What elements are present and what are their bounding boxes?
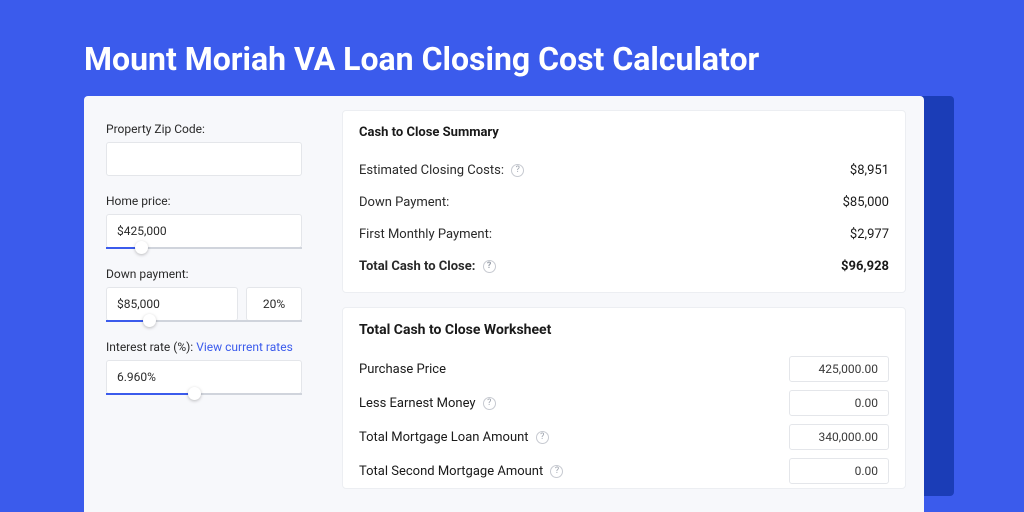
down-payment-value: $85,000: [117, 297, 160, 311]
home-price-slider-thumb[interactable]: [135, 241, 148, 254]
home-price-row: Home price: $425,000: [106, 194, 302, 249]
worksheet-line-value[interactable]: 340,000.00: [789, 424, 889, 450]
summary-line: First Monthly Payment: $2,977: [359, 218, 889, 250]
worksheet-heading: Total Cash to Close Worksheet: [359, 322, 889, 338]
summary-total-line: Total Cash to Close: ? $96,928: [359, 250, 889, 282]
rate-value: 6.960%: [117, 370, 156, 384]
rate-label-text: Interest rate (%):: [106, 340, 196, 354]
summary-panel: Cash to Close Summary Estimated Closing …: [342, 110, 906, 293]
down-payment-pct-value: 20%: [263, 297, 285, 311]
rate-slider[interactable]: [106, 393, 302, 395]
calculator-card: Property Zip Code: Home price: $425,000: [84, 96, 924, 512]
summary-line: Down Payment: $85,000: [359, 186, 889, 218]
help-icon[interactable]: ?: [483, 397, 496, 410]
card-wrap: Property Zip Code: Home price: $425,000: [84, 96, 940, 512]
worksheet-line-label: Purchase Price: [359, 362, 446, 377]
worksheet-line: Less Earnest Money ? 0.00: [359, 386, 889, 420]
rate-input[interactable]: 6.960%: [106, 360, 302, 394]
rate-row: Interest rate (%): View current rates 6.…: [106, 340, 302, 395]
home-price-value: $425,000: [117, 224, 167, 238]
summary-line-value: $2,977: [850, 227, 889, 242]
worksheet-line: Total Mortgage Loan Amount ? 340,000.00: [359, 420, 889, 454]
summary-total-value: $96,928: [841, 259, 889, 274]
worksheet-panel: Total Cash to Close Worksheet Purchase P…: [342, 307, 906, 489]
summary-line-label: First Monthly Payment:: [359, 227, 492, 242]
home-price-label: Home price:: [106, 194, 302, 208]
down-payment-input[interactable]: $85,000: [106, 287, 238, 321]
results-column: Cash to Close Summary Estimated Closing …: [324, 96, 924, 512]
down-payment-row: Down payment: $85,000 20%: [106, 267, 302, 322]
worksheet-line-label: Less Earnest Money ?: [359, 396, 496, 411]
down-payment-pct-input[interactable]: 20%: [246, 287, 302, 321]
page-background: Mount Moriah VA Loan Closing Cost Calcul…: [0, 0, 1024, 512]
worksheet-line: Total Second Mortgage Amount ? 0.00: [359, 454, 889, 488]
zip-row: Property Zip Code:: [106, 122, 302, 176]
rate-slider-thumb[interactable]: [188, 387, 201, 400]
worksheet-line-label: Total Second Mortgage Amount ?: [359, 464, 563, 479]
worksheet-line: Purchase Price 425,000.00: [359, 352, 889, 386]
summary-total-label-text: Total Cash to Close:: [359, 259, 475, 274]
page-title: Mount Moriah VA Loan Closing Cost Calcul…: [84, 40, 940, 78]
worksheet-line-value[interactable]: 0.00: [789, 458, 889, 484]
rate-label: Interest rate (%): View current rates: [106, 340, 302, 354]
summary-line: Estimated Closing Costs: ? $8,951: [359, 154, 889, 186]
zip-label: Property Zip Code:: [106, 122, 302, 136]
worksheet-line-label: Total Mortgage Loan Amount ?: [359, 430, 549, 445]
help-icon[interactable]: ?: [536, 431, 549, 444]
down-payment-slider-thumb[interactable]: [143, 314, 156, 327]
inputs-panel: Property Zip Code: Home price: $425,000: [84, 96, 324, 512]
view-rates-link[interactable]: View current rates: [196, 340, 293, 354]
home-price-slider[interactable]: [106, 247, 302, 249]
down-payment-slider[interactable]: [106, 320, 302, 322]
summary-line-value: $85,000: [843, 195, 889, 210]
zip-input[interactable]: [106, 142, 302, 176]
summary-heading: Cash to Close Summary: [359, 125, 889, 140]
summary-line-value: $8,951: [850, 163, 889, 178]
help-icon[interactable]: ?: [511, 164, 524, 177]
worksheet-line-value[interactable]: 0.00: [789, 390, 889, 416]
summary-line-label: Estimated Closing Costs: ?: [359, 163, 524, 178]
summary-total-label: Total Cash to Close: ?: [359, 259, 496, 274]
help-icon[interactable]: ?: [550, 465, 563, 478]
down-payment-inputs: $85,000 20%: [106, 287, 302, 321]
worksheet-line-value[interactable]: 425,000.00: [789, 356, 889, 382]
rate-slider-fill: [106, 393, 194, 395]
help-icon[interactable]: ?: [483, 260, 496, 273]
summary-line-label: Down Payment:: [359, 195, 449, 210]
down-payment-label: Down payment:: [106, 267, 302, 281]
